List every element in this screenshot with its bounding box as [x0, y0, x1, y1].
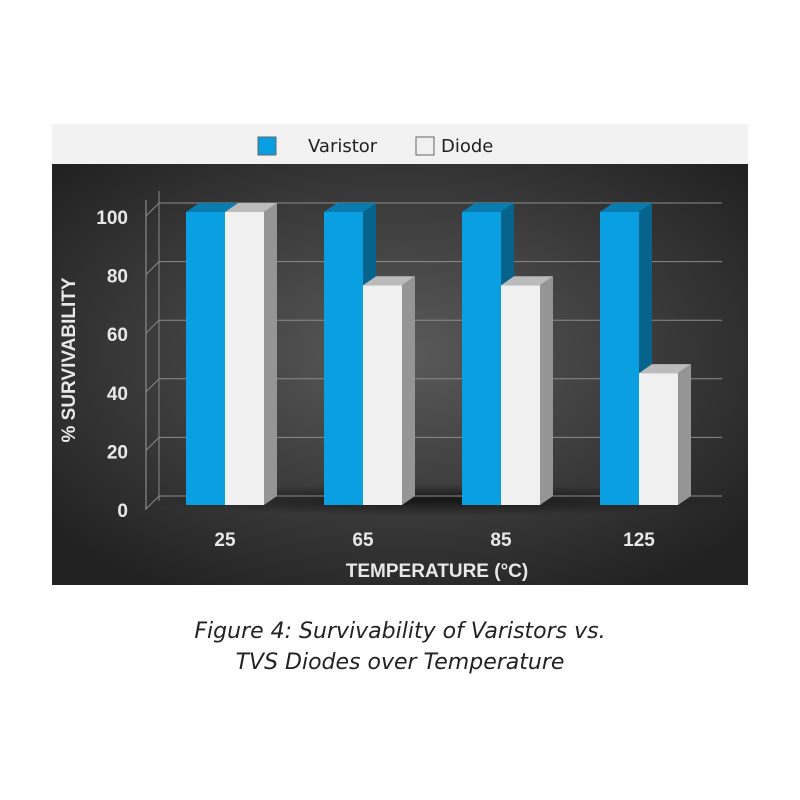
bar-top	[639, 364, 691, 374]
bar-top	[186, 203, 238, 212]
bar	[363, 285, 402, 505]
bar-top	[324, 203, 376, 212]
y-tick-label: 60	[107, 325, 128, 346]
grid-line-depth	[145, 437, 160, 451]
bar-top	[363, 276, 415, 286]
y-tick-label: 20	[107, 442, 128, 463]
grid-line-depth	[145, 261, 160, 275]
caption: TVS Diodes over Temperature	[236, 650, 565, 675]
bar-side	[264, 203, 277, 505]
bar-side	[402, 276, 415, 505]
bar-top	[600, 203, 652, 212]
bar	[639, 373, 678, 505]
legend-label: Varistor	[308, 136, 378, 157]
legend-swatch	[415, 136, 435, 156]
y-tick-label: 80	[107, 267, 128, 288]
legend-label: Diode	[441, 136, 493, 157]
bar	[462, 212, 501, 505]
legend-strip	[52, 124, 748, 164]
x-tick-label: 25	[214, 530, 236, 551]
caption: Figure 4: Survivability of Varistors vs.	[194, 619, 605, 644]
legend-swatch	[257, 136, 277, 156]
bar-top	[225, 203, 277, 212]
bar	[324, 212, 363, 505]
x-tick-label: 65	[352, 530, 374, 551]
x-axis-title: TEMPERATURE (°C)	[346, 561, 528, 582]
x-tick-label: 85	[490, 530, 512, 551]
grid-line-depth	[145, 378, 160, 393]
y-tick-label: 100	[96, 208, 128, 229]
bar	[501, 285, 540, 505]
grid-line-depth	[145, 202, 160, 217]
y-axis-title: % SURVIVABILITY	[59, 277, 80, 442]
bar-side	[540, 276, 553, 505]
grid-line-depth	[145, 495, 160, 510]
bar-side	[678, 364, 691, 505]
floor-shadow	[140, 484, 740, 516]
grid-line-depth	[145, 319, 160, 334]
x-tick-label: 125	[623, 530, 655, 551]
bar	[600, 212, 639, 505]
y-tick-label: 40	[107, 384, 128, 405]
y-tick-label: 0	[117, 501, 128, 522]
bar-top	[501, 276, 553, 286]
bar	[186, 212, 225, 505]
bar-top	[462, 203, 514, 212]
bar	[225, 212, 264, 505]
